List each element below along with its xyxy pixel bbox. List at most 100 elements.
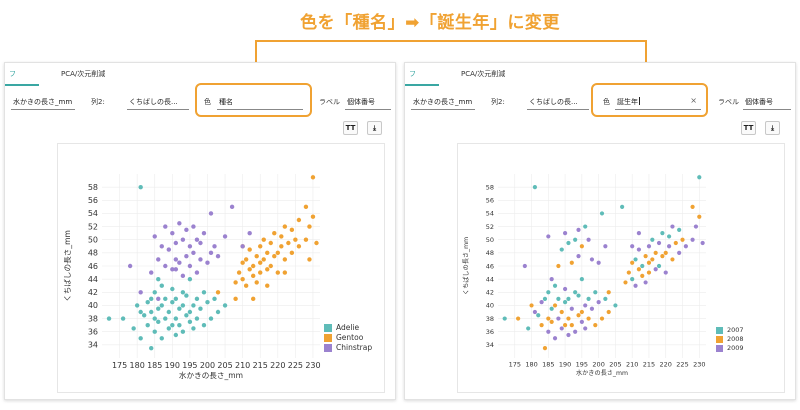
data-point[interactable]	[194, 316, 200, 321]
data-point[interactable]	[666, 234, 672, 239]
data-point[interactable]	[215, 290, 221, 295]
data-point[interactable]	[233, 296, 238, 302]
data-point[interactable]	[184, 313, 189, 318]
data-point[interactable]	[159, 244, 164, 249]
data-point[interactable]	[261, 257, 266, 262]
data-point[interactable]	[289, 227, 295, 233]
data-point[interactable]	[569, 306, 574, 311]
data-point[interactable]	[240, 244, 245, 249]
data-point[interactable]	[569, 323, 574, 328]
data-point[interactable]	[170, 286, 175, 292]
data-point[interactable]	[152, 290, 157, 295]
column2-select[interactable]: くちばしの長...	[127, 96, 189, 110]
data-point[interactable]	[606, 290, 611, 295]
data-point[interactable]	[177, 322, 182, 328]
data-point[interactable]	[690, 237, 695, 242]
data-point[interactable]	[579, 309, 584, 315]
data-point[interactable]	[656, 263, 662, 269]
data-point[interactable]	[613, 303, 618, 308]
data-point[interactable]	[247, 247, 252, 252]
data-point[interactable]	[683, 244, 688, 249]
column2-select[interactable]: くちばしの長...	[527, 96, 589, 110]
data-point[interactable]	[579, 319, 584, 324]
data-point[interactable]	[170, 322, 175, 328]
data-point[interactable]	[201, 322, 207, 328]
data-point[interactable]	[191, 303, 196, 308]
data-point[interactable]	[163, 316, 168, 321]
data-point[interactable]	[152, 316, 157, 321]
data-point[interactable]	[556, 316, 561, 321]
data-point[interactable]	[559, 247, 564, 252]
data-point[interactable]	[286, 240, 291, 246]
data-point[interactable]	[643, 254, 648, 259]
data-point[interactable]	[265, 283, 270, 288]
data-point[interactable]	[633, 283, 638, 288]
data-point[interactable]	[247, 230, 252, 236]
data-point[interactable]	[700, 240, 705, 246]
data-point[interactable]	[566, 240, 571, 246]
data-point[interactable]	[166, 247, 172, 252]
data-point[interactable]	[250, 263, 256, 269]
data-point[interactable]	[272, 230, 277, 236]
data-point[interactable]	[272, 253, 277, 259]
data-point[interactable]	[293, 237, 298, 242]
data-point[interactable]	[586, 296, 591, 301]
data-point[interactable]	[205, 260, 210, 265]
data-point[interactable]	[529, 303, 534, 308]
data-point[interactable]	[149, 345, 154, 351]
data-point[interactable]	[646, 270, 652, 275]
data-point[interactable]	[296, 217, 302, 223]
data-point[interactable]	[145, 299, 150, 305]
data-point[interactable]	[516, 316, 521, 321]
data-point[interactable]	[552, 283, 558, 288]
data-point[interactable]	[599, 316, 605, 321]
data-point[interactable]	[552, 336, 558, 341]
data-point[interactable]	[289, 250, 295, 256]
data-point[interactable]	[138, 290, 143, 295]
data-point[interactable]	[208, 250, 214, 256]
data-point[interactable]	[636, 247, 642, 252]
data-point[interactable]	[569, 260, 574, 265]
data-point[interactable]	[653, 267, 658, 272]
data-point[interactable]	[275, 250, 281, 256]
data-point[interactable]	[296, 244, 302, 249]
data-point[interactable]	[173, 257, 179, 262]
data-point[interactable]	[198, 257, 203, 262]
data-point[interactable]	[556, 263, 561, 269]
data-point[interactable]	[180, 303, 186, 308]
data-point[interactable]	[697, 175, 702, 180]
data-point[interactable]	[177, 221, 182, 226]
data-point[interactable]	[180, 290, 186, 295]
data-point[interactable]	[215, 253, 221, 259]
data-point[interactable]	[542, 296, 548, 301]
data-point[interactable]	[566, 316, 571, 321]
data-point[interactable]	[247, 267, 252, 272]
data-point[interactable]	[240, 260, 245, 265]
data-point[interactable]	[549, 319, 554, 324]
data-point[interactable]	[573, 290, 578, 295]
data-point[interactable]	[240, 276, 245, 282]
download-button[interactable]: ⤓	[765, 121, 780, 135]
data-point[interactable]	[250, 296, 256, 302]
data-point[interactable]	[261, 237, 266, 242]
data-point[interactable]	[173, 296, 179, 302]
data-point[interactable]	[187, 263, 193, 269]
data-point[interactable]	[201, 230, 207, 236]
data-point[interactable]	[163, 224, 168, 229]
data-point[interactable]	[194, 296, 200, 302]
data-point[interactable]	[549, 277, 554, 282]
data-point[interactable]	[152, 329, 157, 334]
data-point[interactable]	[222, 303, 228, 308]
data-point[interactable]	[576, 254, 581, 259]
data-point[interactable]	[559, 309, 564, 315]
data-point[interactable]	[583, 224, 588, 229]
data-point[interactable]	[502, 316, 507, 321]
data-point[interactable]	[279, 244, 284, 249]
label-select[interactable]: 個体番号	[345, 96, 391, 110]
data-point[interactable]	[643, 280, 648, 285]
data-point[interactable]	[180, 273, 186, 279]
data-point[interactable]	[307, 224, 312, 229]
data-point[interactable]	[159, 303, 164, 308]
data-point[interactable]	[640, 273, 645, 278]
data-point[interactable]	[159, 283, 164, 288]
